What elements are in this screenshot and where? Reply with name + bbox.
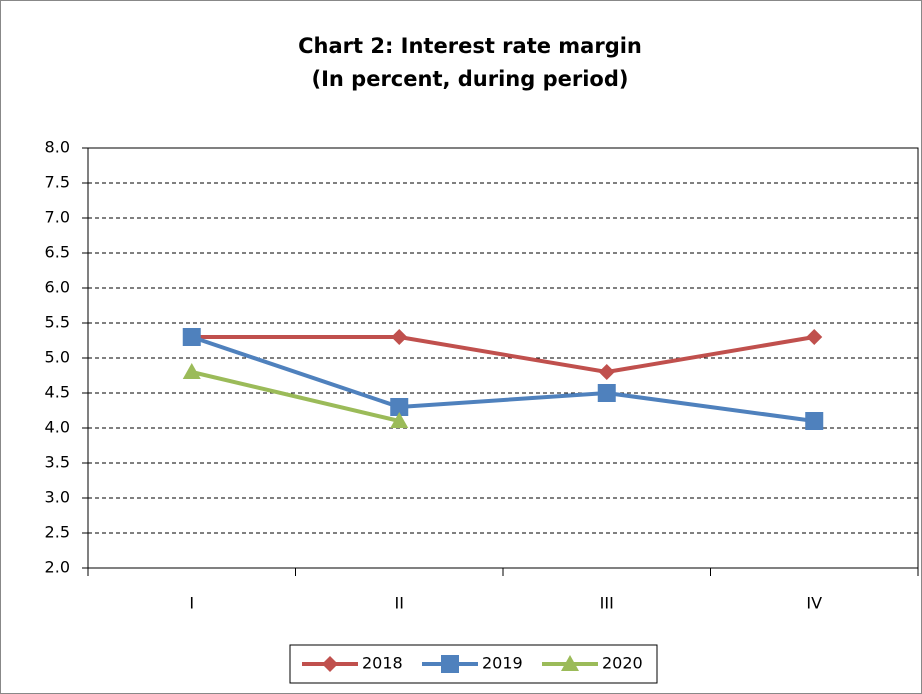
series-line [191, 335, 815, 375]
marker [390, 412, 409, 428]
series-line [191, 370, 400, 423]
y-tick-label: 7.0 [45, 208, 70, 227]
y-tick-label: 3.5 [45, 453, 70, 472]
marker [597, 384, 616, 402]
x-tick-label: IV [806, 594, 822, 613]
x-tick-label: II [395, 594, 404, 613]
marker [805, 412, 824, 430]
legend-label: 2019 [482, 654, 523, 673]
y-tick-label: 5.0 [45, 348, 70, 367]
legend-label: 2018 [362, 654, 403, 673]
y-tick-label: 5.5 [45, 313, 70, 332]
y-tick-label: 7.5 [45, 173, 70, 192]
series-line [191, 335, 815, 423]
marker [441, 655, 459, 673]
marker [391, 329, 408, 345]
x-tick-label: I [189, 594, 194, 613]
marker [182, 328, 201, 346]
y-tick-label: 4.5 [45, 383, 70, 402]
y-tick-label: 6.0 [45, 278, 70, 297]
y-tick-label: 6.5 [45, 243, 70, 262]
x-tick-label: III [600, 594, 614, 613]
y-tick-label: 3.0 [45, 488, 70, 507]
legend: 2018 2019 2020 [289, 644, 658, 684]
marker [390, 398, 409, 416]
y-tick-label: 2.0 [45, 558, 70, 577]
legend-label: 2020 [602, 654, 643, 673]
chart-subtitle: (In percent, during period) [312, 67, 629, 91]
marker [806, 329, 823, 345]
y-tick-label: 2.5 [45, 523, 70, 542]
marker [561, 655, 579, 671]
y-tick-label: 8.0 [45, 138, 70, 157]
chart-title: Chart 2: Interest rate margin [298, 34, 642, 58]
marker [182, 363, 201, 379]
marker [598, 364, 615, 380]
y-tick-label: 4.0 [45, 418, 70, 437]
marker [322, 656, 338, 672]
